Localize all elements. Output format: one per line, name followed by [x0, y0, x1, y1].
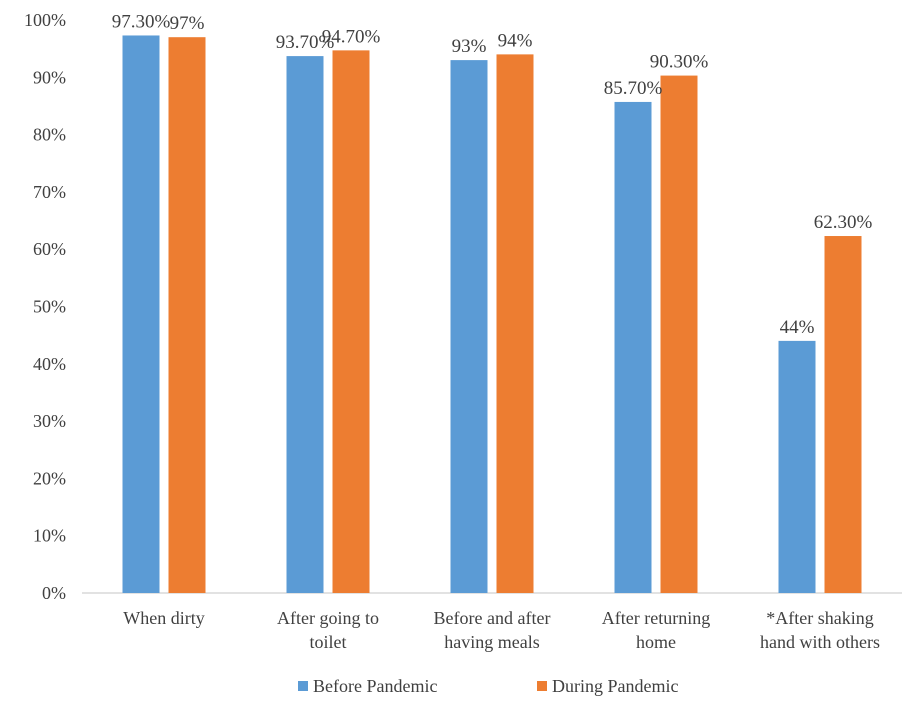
- bar-during-pandemic: [332, 50, 370, 593]
- data-label: 94.70%: [322, 26, 381, 47]
- legend-swatch: [537, 681, 547, 691]
- x-category-label: When dirty: [123, 608, 204, 628]
- y-tick-label: 0%: [42, 583, 66, 603]
- legend-entry: During Pandemic: [552, 676, 678, 696]
- legend-entry: Before Pandemic: [313, 676, 437, 696]
- y-tick-label: 10%: [33, 526, 66, 546]
- bar-during-pandemic: [660, 75, 698, 594]
- data-labels: 97.30% 97% 93.70%94.70% 93% 94% 85.70% 90.30% 4…: [112, 11, 873, 337]
- data-label: 90.30%: [650, 52, 709, 73]
- y-tick-label: 70%: [33, 182, 66, 202]
- data-label: 97.30%: [112, 11, 171, 32]
- x-category-label: toilet: [310, 632, 347, 652]
- y-tick-label: 50%: [33, 297, 66, 317]
- data-label: 94%: [498, 30, 533, 51]
- bar-before-pandemic: [778, 340, 816, 593]
- y-tick-label: 30%: [33, 411, 66, 431]
- data-label: 93.70%: [276, 32, 335, 53]
- data-label: 44%: [780, 317, 815, 338]
- y-tick-label: 60%: [33, 239, 66, 259]
- bar-before-pandemic: [122, 35, 160, 593]
- data-label: 85.70%: [604, 78, 663, 99]
- bar-during-pandemic: [496, 54, 534, 593]
- data-label: 93%: [452, 36, 487, 57]
- data-label: 97%: [170, 13, 205, 34]
- y-tick-label: 20%: [33, 468, 66, 488]
- x-category-label: *After shaking: [766, 608, 873, 628]
- bar-before-pandemic: [614, 101, 652, 594]
- y-tick-label: 80%: [33, 125, 66, 145]
- x-category-label: home: [636, 632, 676, 652]
- data-label: 62.30%: [814, 212, 873, 233]
- x-axis-category-labels: When dirty After going to toilet Before and…: [123, 608, 880, 652]
- legend: Before Pandemic During Pandemic: [298, 676, 678, 696]
- bar-before-pandemic: [450, 60, 488, 594]
- x-category-label: Before and after: [434, 608, 551, 628]
- y-tick-label: 40%: [33, 354, 66, 374]
- y-tick-label: 100%: [24, 10, 66, 30]
- x-category-label: After returning: [602, 608, 710, 628]
- y-axis-tick-labels: 0% 10% 20% 30% 40% 50% 60% 70% 80% 90% 100%: [24, 10, 66, 603]
- bar-before-pandemic: [286, 56, 324, 593]
- y-tick-label: 90%: [33, 67, 66, 87]
- legend-swatch: [298, 681, 308, 691]
- bar-during-pandemic: [824, 236, 862, 593]
- x-category-label: After going to: [277, 608, 379, 628]
- bar-series: [122, 35, 862, 594]
- bar-during-pandemic: [168, 37, 206, 593]
- x-category-label: hand with others: [760, 632, 880, 652]
- x-category-label: having meals: [444, 632, 539, 652]
